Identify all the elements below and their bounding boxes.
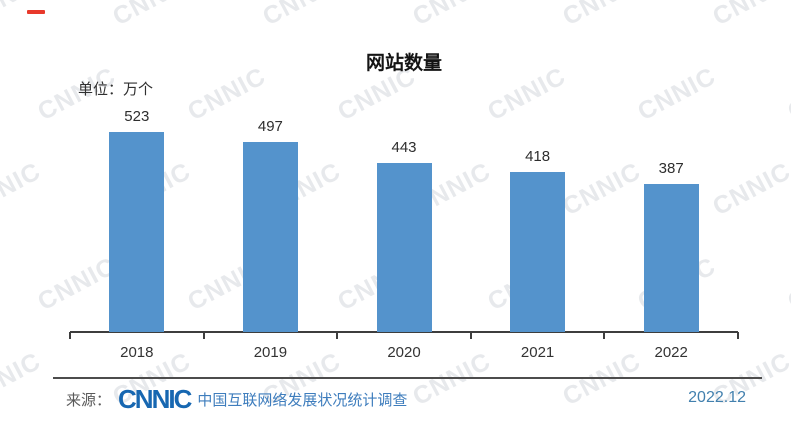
value-label-2020: 443	[391, 139, 417, 156]
x-axis-tick	[336, 332, 339, 339]
bar-2020	[376, 163, 432, 332]
red-dash-marker	[27, 10, 45, 14]
value-label-2019: 497	[257, 118, 283, 135]
source-prefix-label: 来源：	[66, 391, 112, 409]
x-tick-label-2020: 2020	[387, 344, 421, 361]
x-tick-label-2021: 2021	[520, 344, 555, 361]
value-label-2018: 523	[124, 108, 150, 125]
x-tick-label-2019: 2019	[253, 344, 288, 361]
cnnic-logo: CNNIC	[118, 384, 192, 414]
value-label-2021: 418	[525, 148, 551, 165]
x-axis-line	[70, 331, 738, 333]
x-tick-label-2022: 2022	[654, 344, 688, 361]
chart-title: 网站数量	[365, 53, 442, 74]
source-name-label: 中国互联网络发展状况统计调查	[197, 391, 408, 409]
footer: 来源： CNNIC 中国互联网络发展状况统计调查 2022.12	[0, 377, 791, 425]
bar-2018	[109, 132, 165, 332]
bar-2021	[510, 172, 566, 332]
x-axis-tick	[69, 332, 71, 339]
x-axis-tick	[603, 332, 606, 339]
footer-divider	[53, 377, 762, 379]
source-attribution: 来源： CNNIC 中国互联网络发展状况统计调查	[66, 383, 407, 415]
report-date: 2022.12	[688, 389, 746, 406]
x-tick-label-2018: 2018	[120, 344, 154, 361]
bar-2019	[242, 142, 298, 332]
value-label-2022: 387	[658, 160, 684, 177]
x-axis-tick	[469, 332, 472, 339]
unit-label: 单位：万个	[78, 81, 154, 98]
x-axis-tick	[737, 332, 739, 339]
bar-2022	[643, 184, 699, 332]
x-axis-tick	[202, 332, 205, 339]
